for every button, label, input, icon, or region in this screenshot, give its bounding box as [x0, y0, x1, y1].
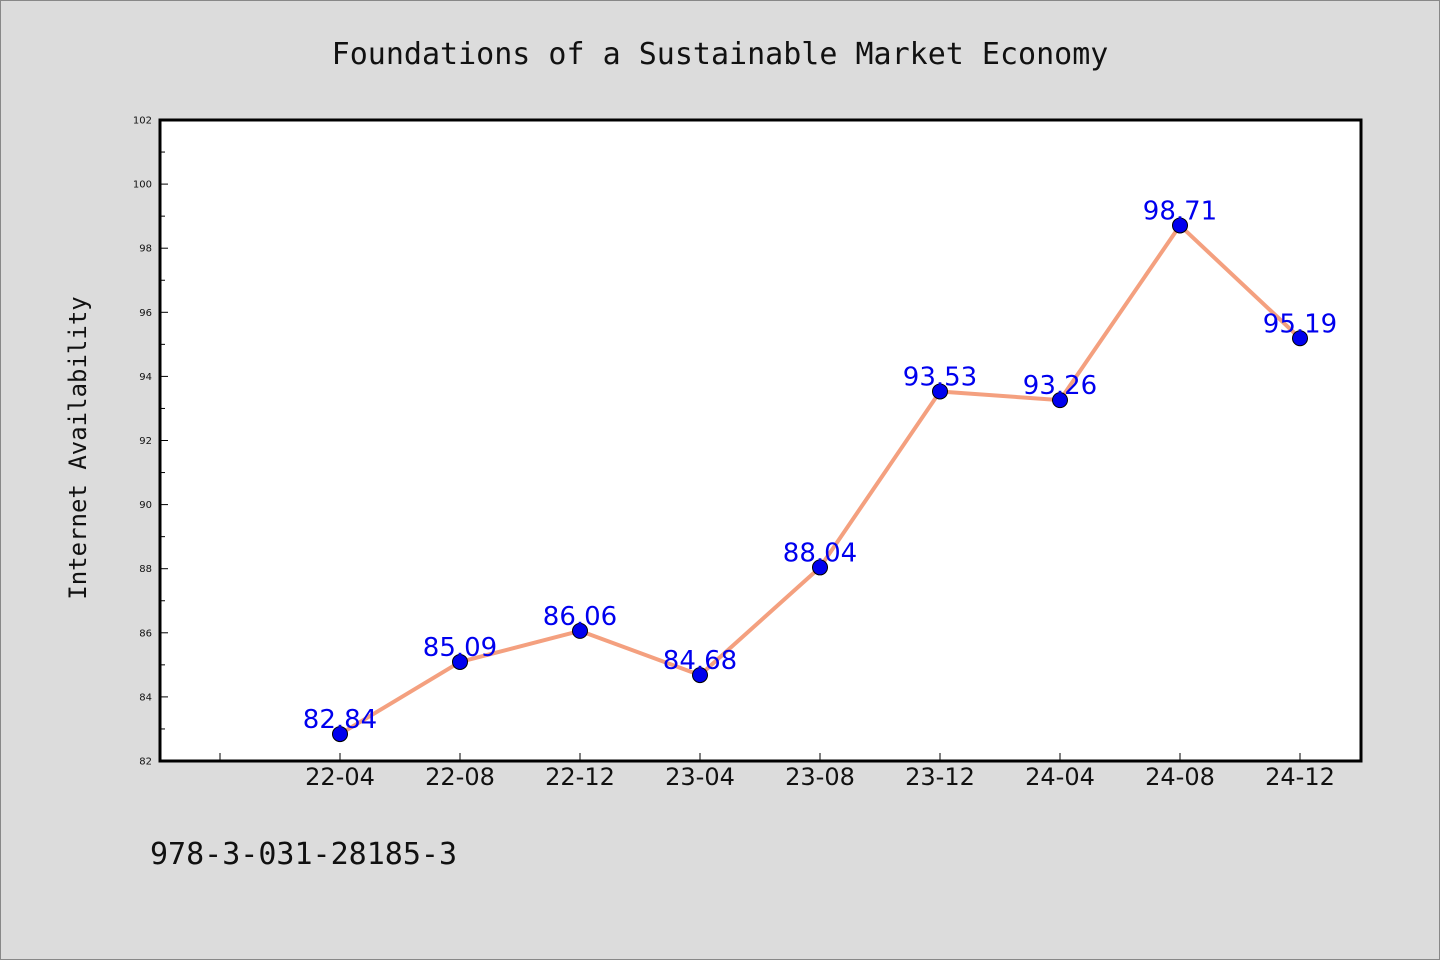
data-point [1052, 392, 1068, 409]
y-tick-label: 90 [139, 500, 152, 511]
data-label: 98.71 [1143, 196, 1217, 226]
isbn-text: 978-3-031-28185-3 [150, 837, 457, 872]
data-point [1292, 330, 1308, 347]
plot-border [158, 118, 1363, 763]
data-label: 95.19 [1263, 309, 1337, 339]
data-point [812, 559, 828, 576]
data-point [572, 622, 588, 639]
y-tick-label: 86 [139, 628, 152, 639]
x-tick-label: 24-08 [1145, 763, 1215, 791]
data-point [452, 653, 468, 670]
y-tick-label: 82 [139, 757, 152, 768]
y-tick-label: 92 [139, 436, 152, 447]
x-tick-label: 22-04 [305, 763, 375, 791]
y-tick-label: 88 [139, 564, 152, 575]
data-labels: 82.84 85.09 86.06 84.68 88.04 93.53 93.26 98.71… [303, 196, 1337, 735]
data-point [692, 667, 708, 684]
data-point [1172, 217, 1188, 234]
y-tick-label: 94 [139, 372, 152, 383]
x-tick-label: 22-12 [545, 763, 615, 791]
data-label: 86.06 [543, 602, 617, 632]
y-tick-label: 102 [133, 116, 152, 127]
data-point [332, 726, 348, 743]
y-tick-label: 96 [139, 308, 152, 319]
data-label: 84.68 [663, 646, 737, 676]
x-tick-label: 24-04 [1025, 763, 1095, 791]
data-label: 85.09 [423, 633, 497, 663]
data-label: 82.84 [303, 705, 377, 735]
data-label: 88.04 [783, 538, 857, 568]
plot-area [160, 120, 1361, 761]
data-point [932, 383, 948, 400]
y-tick-label: 84 [139, 692, 152, 703]
x-tick-label: 22-08 [425, 763, 495, 791]
chart-title: Foundations of a Sustainable Market Econ… [332, 37, 1109, 72]
x-tick-label: 24-12 [1265, 763, 1335, 791]
axis-ticks: 82 84 86 88 90 92 94 96 98 100 102 22-04 22-08 22-12 2… [133, 116, 1335, 792]
data-label: 93.53 [903, 362, 977, 392]
data-markers [332, 217, 1308, 743]
data-label: 93.26 [1023, 371, 1097, 401]
y-tick-label: 98 [139, 244, 152, 255]
y-axis-label: Internet Availability [64, 296, 92, 599]
x-tick-label: 23-08 [785, 763, 855, 791]
x-tick-label: 23-04 [665, 763, 735, 791]
x-tick-label: 23-12 [905, 763, 975, 791]
y-tick-label: 100 [133, 180, 152, 191]
